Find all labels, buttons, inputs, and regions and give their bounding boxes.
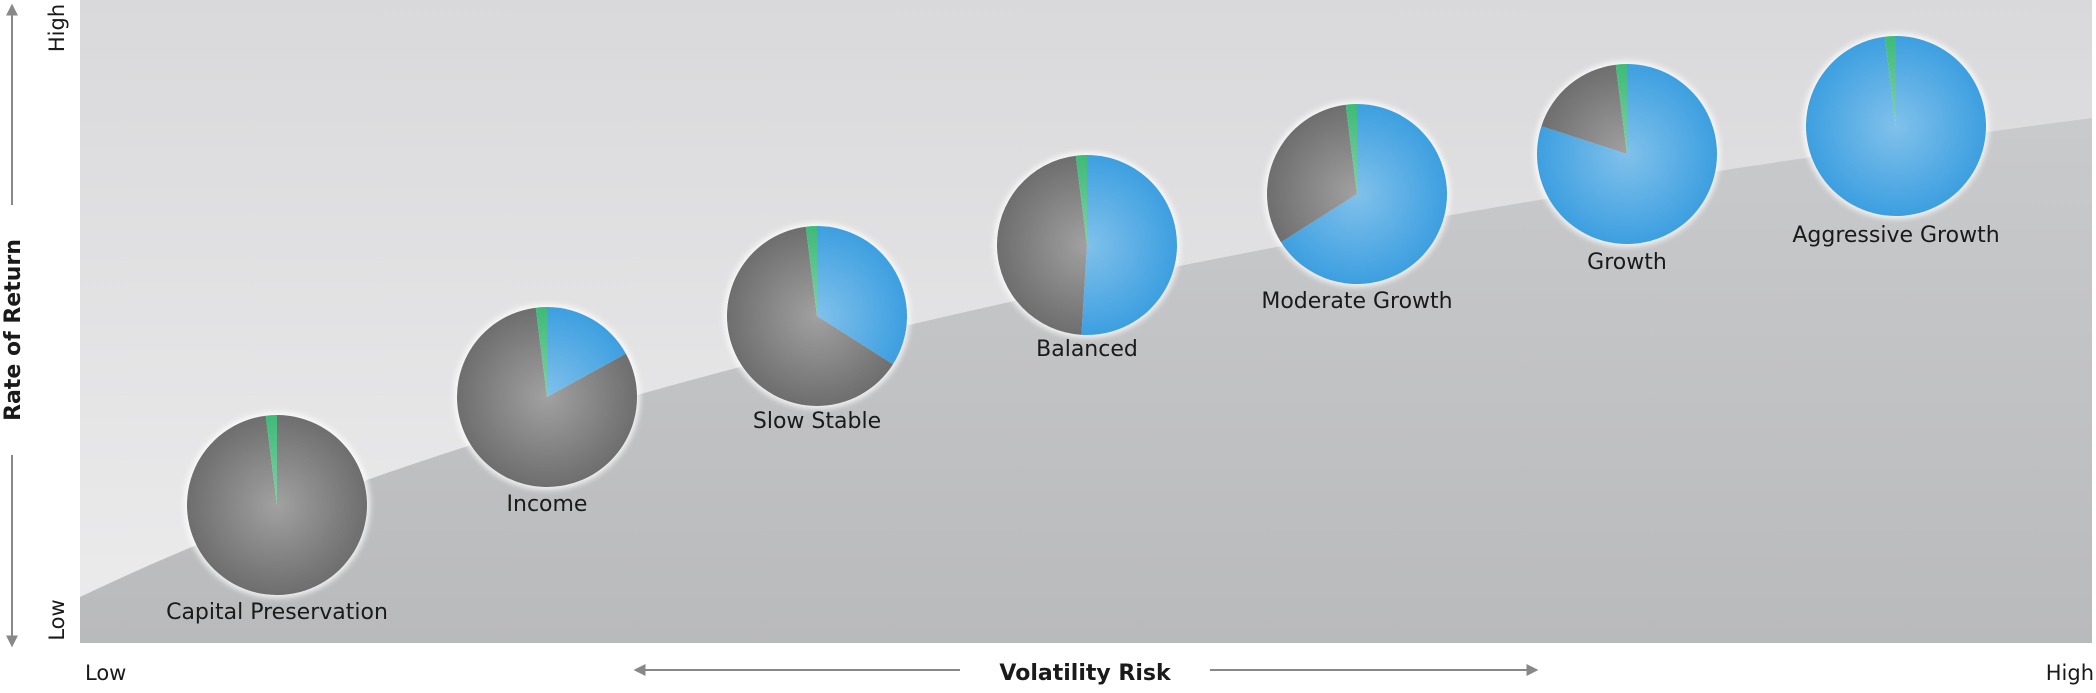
- pie-label: Growth: [1587, 250, 1667, 275]
- x-axis-label: Volatility Risk: [999, 661, 1172, 686]
- pie-slice: [1541, 64, 1627, 154]
- pie: Moderate Growth: [1261, 101, 1453, 314]
- y-axis-label: Rate of Return: [1, 239, 26, 421]
- pie-slice: [727, 226, 893, 406]
- pie: Income: [454, 304, 640, 517]
- pie-slice: [1075, 155, 1087, 245]
- pie-label: Slow Stable: [753, 409, 881, 434]
- pie-slice: [1615, 64, 1627, 154]
- pie-slice: [265, 415, 277, 505]
- pie: Capital Preservation: [166, 412, 388, 625]
- pie: Slow Stable: [724, 223, 910, 434]
- x-low-label: Low: [85, 661, 126, 685]
- pies: Capital Preservation Income Slow Stable Bal…: [166, 33, 2000, 625]
- pie-slice: [535, 307, 547, 397]
- pie-label: Balanced: [1036, 337, 1138, 362]
- pie-label: Aggressive Growth: [1792, 223, 1999, 248]
- pie-slice: [1345, 104, 1357, 194]
- pie: Growth: [1534, 61, 1720, 275]
- pie-label: Moderate Growth: [1261, 289, 1452, 314]
- pie-slice: [1884, 36, 1896, 126]
- y-low-label: Low: [45, 599, 69, 640]
- pie-slice: [457, 307, 637, 488]
- pie: Aggressive Growth: [1792, 33, 2000, 248]
- pie-slice: [547, 307, 626, 397]
- pie-slice: [1267, 104, 1357, 243]
- pie-slice: [805, 226, 817, 316]
- pie: Balanced: [994, 152, 1180, 362]
- curve-area: [80, 118, 2092, 643]
- pie-slice: [1805, 36, 1986, 217]
- pie-slice: [817, 226, 907, 365]
- y-high-label: High: [45, 4, 69, 52]
- pie-label: Income: [507, 492, 588, 517]
- pie-slice: [1081, 155, 1177, 335]
- pie-slice: [996, 155, 1087, 335]
- x-high-label: High: [2046, 661, 2094, 685]
- pie-label: Capital Preservation: [166, 600, 388, 625]
- pie-slice: [1281, 104, 1447, 285]
- pie-slice: [187, 415, 368, 595]
